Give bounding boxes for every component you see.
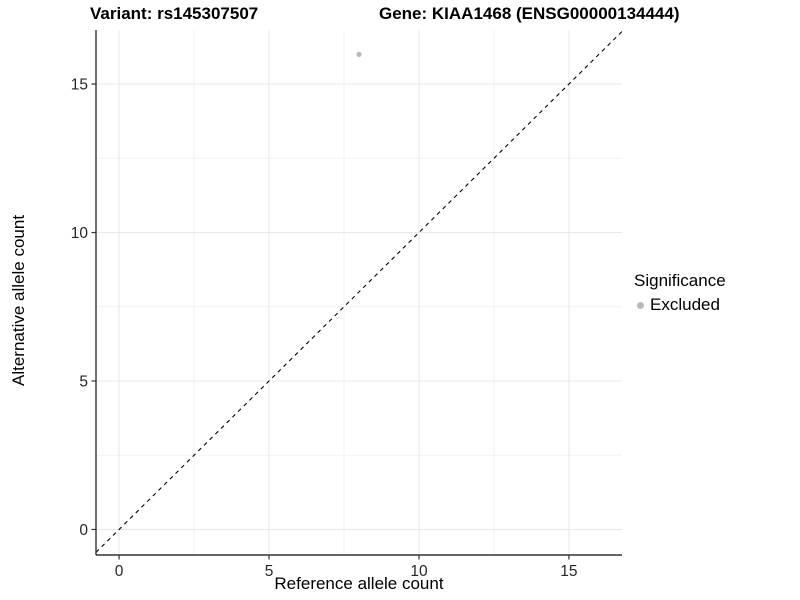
x-tick-label: 15 (560, 563, 577, 580)
x-tick-label: 0 (115, 563, 124, 580)
y-tick-label: 0 (79, 522, 88, 539)
x-tick-label: 5 (265, 563, 274, 580)
legend: Significance Excluded (634, 271, 726, 315)
y-tick-label: 15 (71, 77, 88, 94)
legend-title: Significance (634, 271, 726, 290)
y-tick-label: 5 (79, 373, 88, 390)
data-point (356, 51, 362, 57)
x-axis-label: Reference allele count (274, 574, 444, 593)
legend-point-icon (637, 301, 644, 309)
y-axis-label: Alternative allele count (9, 214, 28, 386)
plot-title-gene: Gene: KIAA1468 (ENSG00000134444) (379, 4, 680, 23)
legend-item-label: Excluded (650, 295, 720, 314)
legend-item: Excluded (637, 295, 726, 315)
identity-line (95, 31, 623, 553)
legend-items: Excluded (634, 295, 726, 315)
plot-title-variant: Variant: rs145307507 (90, 4, 259, 23)
y-tick-label: 10 (71, 225, 89, 242)
x-tick-label: 10 (410, 563, 428, 580)
